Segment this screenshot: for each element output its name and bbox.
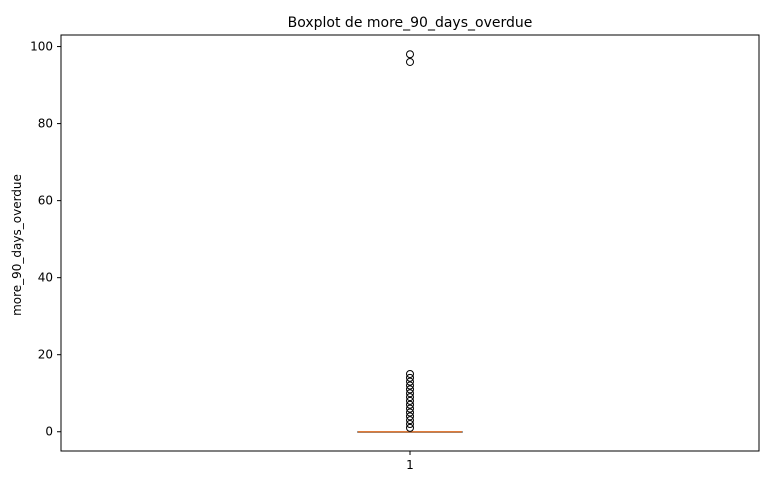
flier-point (406, 404, 414, 413)
flier-point (406, 381, 414, 390)
flier-point (406, 400, 414, 409)
flier-point (406, 423, 414, 432)
y-tick-label: 0 (45, 425, 53, 439)
x-tick-label: 1 (406, 458, 414, 472)
flier-point (406, 396, 414, 405)
flier-point (406, 385, 414, 394)
axes-frame (60, 34, 760, 452)
flier-point (406, 377, 414, 386)
flier-point (406, 389, 414, 398)
flier-point (406, 393, 414, 402)
flier-point (406, 420, 414, 429)
y-axis-label: more_90_days_overdue (10, 174, 24, 316)
flier-point (406, 373, 414, 382)
flier-point (406, 57, 414, 66)
flier-point (406, 412, 414, 421)
y-tick-label: 80 (38, 117, 53, 131)
y-tick-label: 100 (30, 40, 53, 54)
flier-point (406, 369, 414, 378)
plot-area: 0 20 40 60 80 100 1 (30, 40, 463, 472)
y-tick-label: 60 (38, 194, 53, 208)
flier-point (406, 408, 414, 417)
chart-title: Boxplot de more_90_days_overdue (288, 15, 533, 31)
y-tick-label: 40 (38, 271, 53, 285)
y-tick-label: 20 (38, 348, 53, 362)
flier-point (406, 50, 414, 59)
flier-point (406, 416, 414, 425)
